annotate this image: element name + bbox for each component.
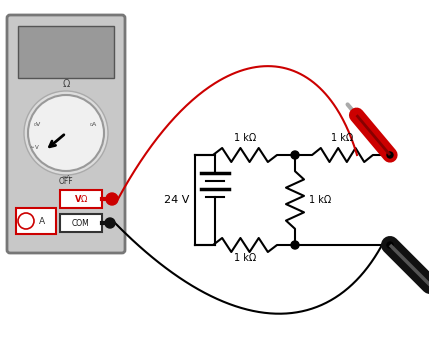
Text: OFF: OFF xyxy=(59,177,73,186)
Text: COM: COM xyxy=(72,219,90,228)
Bar xyxy=(60,190,102,208)
Circle shape xyxy=(18,213,34,229)
Text: =A: =A xyxy=(61,175,71,180)
Text: $_0$A: $_0$A xyxy=(89,120,99,129)
Circle shape xyxy=(105,218,115,228)
Text: 24 V: 24 V xyxy=(164,195,190,205)
Bar xyxy=(16,208,56,234)
Text: 1 kΩ: 1 kΩ xyxy=(309,195,331,205)
Circle shape xyxy=(387,152,393,158)
Text: 1 kΩ: 1 kΩ xyxy=(331,133,353,143)
Circle shape xyxy=(291,151,299,159)
Text: V$\Omega$: V$\Omega$ xyxy=(74,193,88,204)
FancyBboxPatch shape xyxy=(7,15,125,253)
Text: 1 kΩ: 1 kΩ xyxy=(234,133,256,143)
Circle shape xyxy=(28,95,104,171)
Text: 1 kΩ: 1 kΩ xyxy=(234,253,256,263)
Circle shape xyxy=(106,193,118,205)
Circle shape xyxy=(24,91,108,175)
Text: A: A xyxy=(39,217,45,226)
Text: $\Omega$: $\Omega$ xyxy=(61,77,70,89)
Bar xyxy=(60,214,102,232)
Text: $\sim$V: $\sim$V xyxy=(28,143,40,151)
Circle shape xyxy=(387,242,393,248)
Circle shape xyxy=(291,241,299,249)
Bar xyxy=(18,26,114,78)
Text: $_0$V: $_0$V xyxy=(33,120,42,129)
